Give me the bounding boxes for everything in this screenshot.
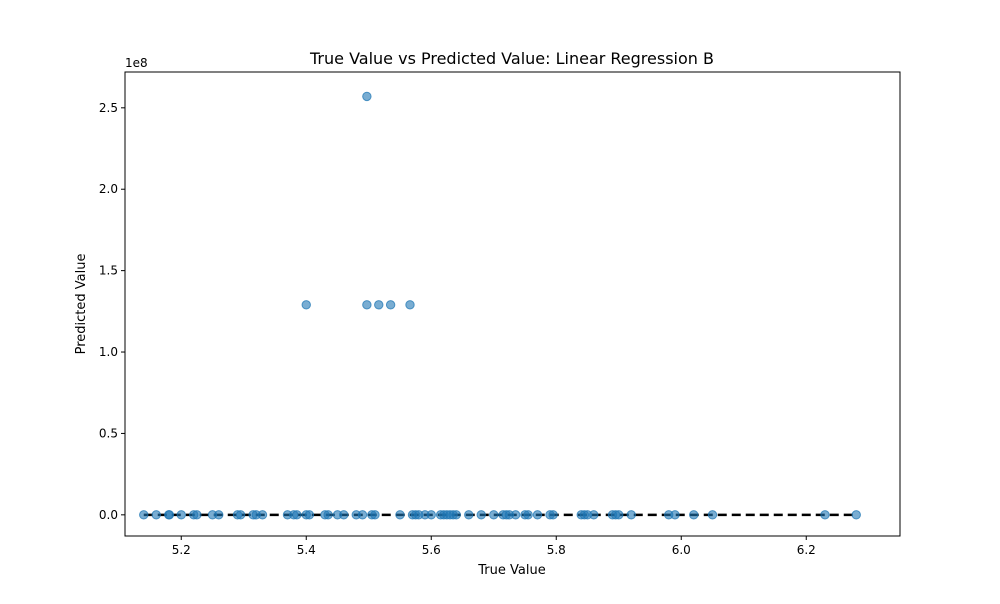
y-tick-label: 2.0: [99, 182, 118, 196]
y-tick-label: 0.5: [99, 426, 118, 440]
data-point: [395, 510, 405, 520]
data-point: [176, 510, 186, 520]
data-point: [370, 510, 380, 520]
data-point: [851, 510, 861, 520]
x-tick-label: 5.6: [422, 543, 441, 557]
data-point: [357, 510, 368, 520]
x-tick-label: 5.8: [547, 543, 566, 557]
x-tick-label: 6.2: [797, 543, 816, 557]
data-point: [464, 510, 474, 520]
data-point: [532, 510, 543, 520]
data-point: [362, 300, 372, 310]
data-points: [139, 91, 861, 520]
plot-frame: [124, 71, 901, 537]
data-point: [151, 510, 161, 520]
x-tick-label: 6.0: [672, 543, 691, 557]
data-point: [385, 300, 396, 310]
y-tick-label: 0.0: [99, 508, 118, 522]
data-point: [257, 510, 268, 520]
x-axis-label: True Value: [477, 563, 545, 578]
data-point: [476, 510, 486, 520]
data-point: [192, 510, 202, 520]
data-point: [139, 510, 149, 520]
data-point: [689, 510, 699, 520]
y-offset-label: 1e8: [125, 56, 148, 70]
data-point: [374, 300, 384, 310]
data-point: [451, 510, 461, 520]
data-point: [405, 300, 415, 310]
data-point: [292, 510, 302, 520]
data-point: [339, 510, 349, 520]
x-tick-label: 5.4: [297, 543, 316, 557]
data-point: [164, 510, 175, 520]
data-point: [304, 510, 315, 520]
data-point: [489, 510, 499, 520]
data-point: [214, 510, 224, 520]
data-point: [548, 510, 558, 520]
data-point: [426, 510, 436, 520]
data-point: [707, 510, 718, 520]
data-point: [626, 510, 636, 520]
chart-title: True Value vs Predicted Value: Linear Re…: [309, 49, 714, 68]
data-point: [362, 91, 372, 102]
data-point: [670, 510, 680, 520]
x-tick-label: 5.2: [172, 543, 191, 557]
y-tick-label: 1.5: [99, 264, 118, 278]
axes: 5.2 5.4 5.6 5.8 6.0 6.2 0.0 0.5 1.0 1.5 2.0 2.5: [99, 101, 816, 557]
data-point: [614, 510, 624, 520]
y-tick-label: 1.0: [99, 345, 118, 359]
data-point: [820, 510, 830, 520]
data-point: [523, 510, 533, 520]
data-point: [235, 510, 246, 520]
y-tick-label: 2.5: [99, 101, 118, 115]
data-point: [589, 510, 599, 520]
data-point: [510, 510, 521, 520]
data-point: [301, 300, 311, 310]
data-point: [323, 510, 333, 520]
y-axis-label: Predicted Value: [74, 254, 89, 355]
